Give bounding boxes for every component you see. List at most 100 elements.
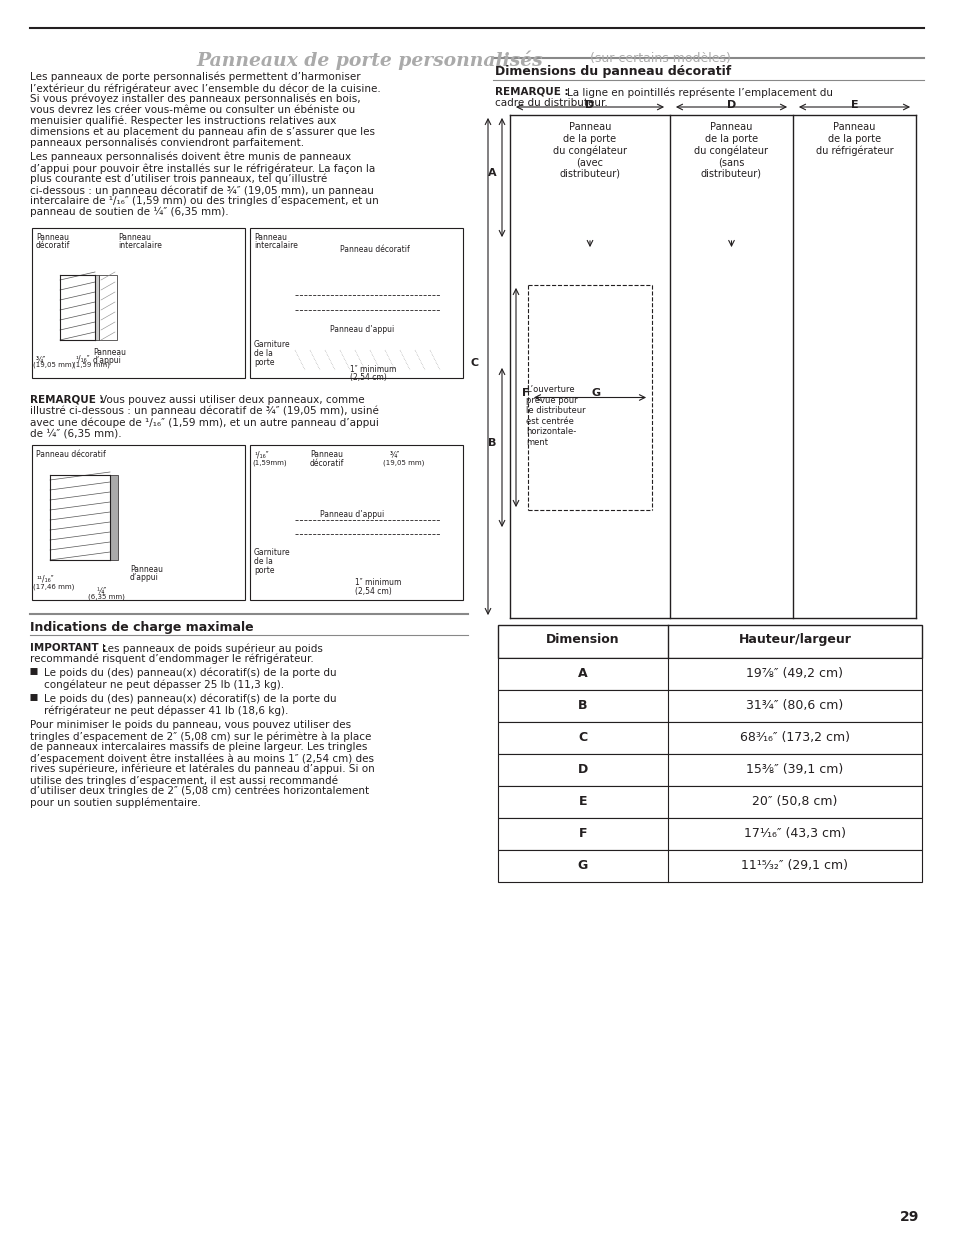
Text: Les panneaux de poids supérieur au poids: Les panneaux de poids supérieur au poids (102, 643, 322, 653)
Text: Panneau d’appui: Panneau d’appui (319, 510, 384, 519)
Text: D: D (585, 100, 594, 110)
Text: L’ouverture
prévue pour
le distributeur
est centrée
horizontale-
ment: L’ouverture prévue pour le distributeur … (525, 385, 585, 447)
Text: pour un soutien supplémentaire.: pour un soutien supplémentaire. (30, 797, 201, 808)
Text: ¹¹/₁₆″: ¹¹/₁₆″ (36, 576, 53, 584)
Text: utilise des tringles d’espacement, il est aussi recommandé: utilise des tringles d’espacement, il es… (30, 776, 337, 785)
Bar (110, 475, 118, 559)
Text: Si vous prévoyez installer des panneaux personnalisés en bois,: Si vous prévoyez installer des panneaux … (30, 94, 360, 105)
Text: (2,54 cm): (2,54 cm) (355, 587, 392, 597)
Text: (6,35 mm): (6,35 mm) (88, 593, 125, 599)
Text: Le poids du (des) panneau(x) décoratif(s) de la porte du: Le poids du (des) panneau(x) décoratif(s… (44, 694, 336, 704)
Bar (32, 445, 245, 600)
Text: Panneau: Panneau (92, 348, 126, 357)
Bar (497, 850, 921, 882)
Text: dimensions et au placement du panneau afin de s’assurer que les: dimensions et au placement du panneau af… (30, 127, 375, 137)
Text: A: A (578, 667, 587, 680)
Text: G: G (591, 389, 600, 399)
Text: B: B (578, 699, 587, 713)
Text: (1,59mm): (1,59mm) (252, 459, 286, 466)
Text: Panneau décoratif: Panneau décoratif (339, 245, 410, 254)
Text: REMARQUE :: REMARQUE : (30, 395, 104, 405)
Bar (250, 445, 462, 600)
Text: Panneau
de la porte
du réfrigérateur: Panneau de la porte du réfrigérateur (815, 122, 892, 156)
Text: (19,05 mm): (19,05 mm) (33, 362, 74, 368)
Text: congélateur ne peut dépasser 25 lb (11,3 kg).: congélateur ne peut dépasser 25 lb (11,3… (44, 679, 284, 689)
Bar (95, 275, 99, 340)
Text: Panneau: Panneau (36, 233, 69, 242)
Text: ¼″: ¼″ (96, 585, 106, 595)
Text: cadre du distributeur.: cadre du distributeur. (495, 98, 607, 107)
Text: Panneaux de porte personnalisés: Panneaux de porte personnalisés (196, 49, 543, 69)
Text: F: F (578, 827, 587, 840)
Text: d’appui: d’appui (92, 356, 122, 366)
Text: Panneau: Panneau (130, 564, 163, 574)
Text: ¹/₁₆″: ¹/₁₆″ (75, 354, 90, 364)
Bar (99, 275, 117, 340)
Text: avec une découpe de ¹/₁₆″ (1,59 mm), et un autre panneau d’appui: avec une découpe de ¹/₁₆″ (1,59 mm), et … (30, 417, 378, 427)
Text: rives supérieure, inférieure et latérales du panneau d’appui. Si on: rives supérieure, inférieure et latérale… (30, 764, 375, 774)
Text: 19⅞″ (49,2 cm): 19⅞″ (49,2 cm) (745, 667, 842, 680)
Text: porte: porte (253, 358, 274, 367)
Text: Panneau: Panneau (310, 450, 343, 459)
Text: 29: 29 (900, 1210, 919, 1224)
Text: l’extérieur du réfrigérateur avec l’ensemble du décor de la cuisine.: l’extérieur du réfrigérateur avec l’ense… (30, 83, 380, 94)
Text: (2,54 cm): (2,54 cm) (350, 373, 386, 382)
Text: La ligne en pointillés représente l’emplacement du: La ligne en pointillés représente l’empl… (566, 86, 832, 98)
Text: Panneau d’appui: Panneau d’appui (330, 325, 394, 333)
Text: Hauteur/largeur: Hauteur/largeur (738, 634, 850, 646)
Text: Dimension: Dimension (546, 634, 619, 646)
Text: 17¹⁄₁₆″ (43,3 cm): 17¹⁄₁₆″ (43,3 cm) (743, 827, 845, 840)
Text: 68³⁄₁₆″ (173,2 cm): 68³⁄₁₆″ (173,2 cm) (740, 731, 849, 743)
Text: (sur certains modèles): (sur certains modèles) (589, 52, 730, 65)
Text: ¹/₁₆″: ¹/₁₆″ (253, 450, 269, 459)
Text: 1″ minimum: 1″ minimum (355, 578, 401, 587)
Text: Indications de charge maximale: Indications de charge maximale (30, 621, 253, 634)
Text: IMPORTANT :: IMPORTANT : (30, 643, 107, 653)
Text: E: E (578, 795, 587, 808)
Text: panneau de soutien de ¼″ (6,35 mm).: panneau de soutien de ¼″ (6,35 mm). (30, 207, 229, 217)
Text: Garniture: Garniture (253, 548, 291, 557)
Text: menuisier qualifié. Respecter les instructions relatives aux: menuisier qualifié. Respecter les instru… (30, 116, 336, 126)
Text: A: A (487, 168, 496, 178)
Text: intercalaire: intercalaire (118, 241, 162, 249)
Text: 31¾″ (80,6 cm): 31¾″ (80,6 cm) (745, 699, 842, 713)
Text: intercalaire de ¹/₁₆″ (1,59 mm) ou des tringles d’espacement, et un: intercalaire de ¹/₁₆″ (1,59 mm) ou des t… (30, 196, 378, 206)
Text: C: C (471, 357, 478, 368)
Bar (497, 722, 921, 755)
Text: Panneau
de la porte
du congélateur
(avec
distributeur): Panneau de la porte du congélateur (avec… (553, 122, 626, 179)
Text: d’espacement doivent être installées à au moins 1″ (2,54 cm) des: d’espacement doivent être installées à a… (30, 753, 374, 763)
Text: porte: porte (253, 566, 274, 576)
Bar (250, 228, 462, 378)
Text: de panneaux intercalaires massifs de pleine largeur. Les tringles: de panneaux intercalaires massifs de ple… (30, 742, 367, 752)
Text: Les panneaux de porte personnalisés permettent d’harmoniser: Les panneaux de porte personnalisés perm… (30, 72, 360, 83)
Text: vous devrez les créer vous-même ou consulter un ébéniste ou: vous devrez les créer vous-même ou consu… (30, 105, 355, 115)
Text: Vous pouvez aussi utiliser deux panneaux, comme: Vous pouvez aussi utiliser deux panneaux… (100, 395, 364, 405)
Text: 20″ (50,8 cm): 20″ (50,8 cm) (752, 795, 837, 808)
Text: F: F (521, 389, 529, 399)
Text: tringles d’espacement de 2″ (5,08 cm) sur le périmètre à la place: tringles d’espacement de 2″ (5,08 cm) su… (30, 731, 371, 741)
Bar (32, 228, 245, 378)
Text: (1,59 mm): (1,59 mm) (73, 362, 110, 368)
Text: de la: de la (253, 350, 273, 358)
Text: ¾″: ¾″ (36, 354, 46, 364)
Text: de ¼″ (6,35 mm).: de ¼″ (6,35 mm). (30, 429, 121, 438)
Text: D: D (726, 100, 736, 110)
Text: plus courante est d’utiliser trois panneaux, tel qu’illustré: plus courante est d’utiliser trois panne… (30, 174, 327, 184)
Text: (19,05 mm): (19,05 mm) (382, 459, 424, 466)
Text: 15⅜″ (39,1 cm): 15⅜″ (39,1 cm) (745, 763, 842, 776)
Text: de la: de la (253, 557, 273, 566)
Bar (497, 785, 921, 818)
Text: E: E (850, 100, 858, 110)
Bar (497, 625, 921, 658)
Bar (497, 690, 921, 722)
Text: B: B (487, 438, 496, 448)
Text: Panneau décoratif: Panneau décoratif (36, 450, 106, 459)
Text: (17,46 mm): (17,46 mm) (33, 583, 74, 589)
Text: Dimensions du panneau décoratif: Dimensions du panneau décoratif (495, 65, 731, 78)
Text: REMARQUE :: REMARQUE : (495, 86, 568, 98)
Text: D: D (578, 763, 587, 776)
Text: Panneau: Panneau (253, 233, 287, 242)
Text: C: C (578, 731, 587, 743)
Text: Panneau
de la porte
du congélateur
(sans
distributeur): Panneau de la porte du congélateur (sans… (694, 122, 768, 179)
Text: recommandé risquent d’endommager le réfrigérateur.: recommandé risquent d’endommager le réfr… (30, 655, 314, 664)
